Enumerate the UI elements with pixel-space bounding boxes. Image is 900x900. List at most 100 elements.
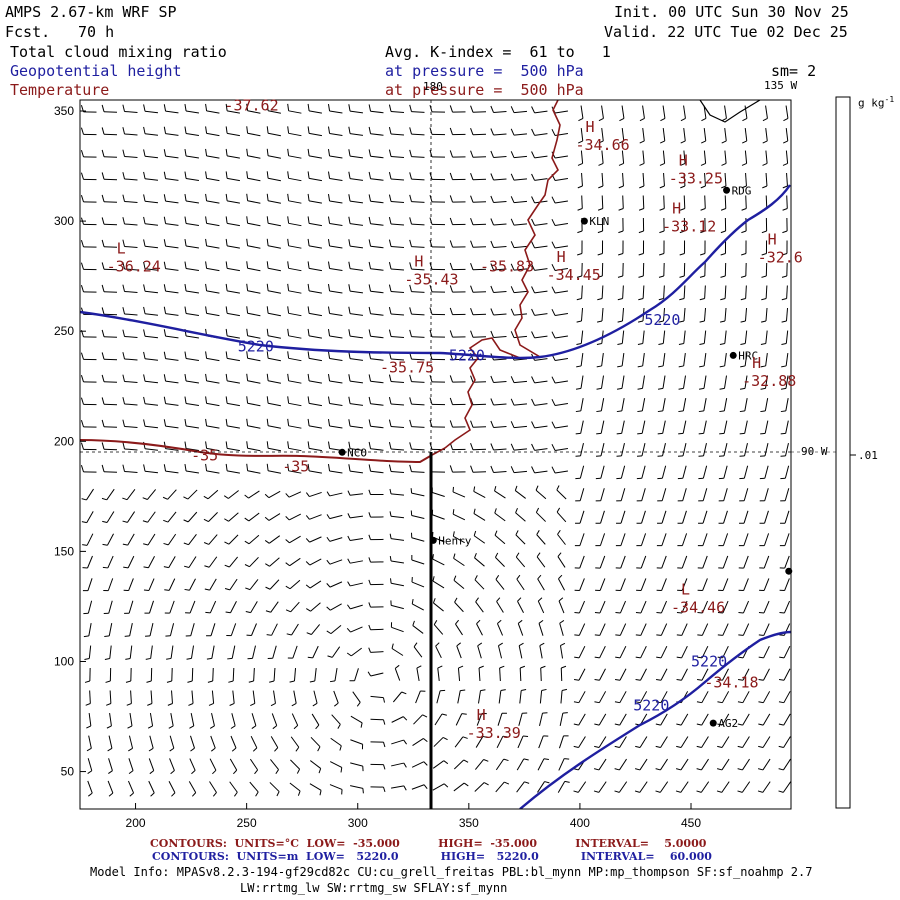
- wind-barb-flag: [84, 657, 90, 661]
- wind-barb-staff: [124, 403, 138, 406]
- wind-barb-flag: [700, 208, 706, 211]
- wind-barb-staff: [620, 555, 626, 569]
- wind-barb-flag: [760, 320, 767, 323]
- wind-barb-flag: [388, 262, 392, 270]
- wind-barb-staff: [370, 133, 384, 136]
- wind-barb-staff: [763, 623, 770, 636]
- wind-barb-staff: [270, 759, 279, 770]
- wind-barb-staff: [329, 245, 343, 249]
- wind-barb-staff: [390, 425, 405, 429]
- temp-value-label: -32.88: [742, 372, 796, 390]
- wind-barb-staff: [231, 713, 236, 726]
- wind-barb-staff: [578, 600, 586, 614]
- wind-barb-flag: [637, 410, 643, 413]
- wind-barb-flag: [515, 530, 519, 536]
- wind-barb-staff: [103, 426, 118, 428]
- wind-barb-staff: [127, 780, 135, 794]
- wind-barb-flag: [106, 725, 112, 729]
- wind-barb-staff: [763, 533, 770, 546]
- wind-barb-flag: [368, 374, 372, 382]
- wind-barb-flag: [246, 171, 249, 179]
- wind-barb-staff: [660, 600, 668, 614]
- wind-barb-staff: [268, 245, 281, 249]
- station-name: RDG: [732, 184, 752, 197]
- wind-barb-staff: [249, 579, 259, 590]
- wind-barb-flag: [84, 680, 90, 683]
- wind-barb-staff: [227, 155, 240, 159]
- wind-barb-staff: [620, 465, 626, 479]
- wind-barb-staff: [288, 425, 302, 429]
- wind-barb-staff: [723, 510, 728, 524]
- wind-barb-flag: [403, 762, 407, 768]
- wind-barb-staff: [703, 150, 707, 164]
- wind-barb-flag: [348, 171, 351, 179]
- wind-barb-staff: [329, 177, 343, 182]
- wind-barb-flag: [246, 328, 249, 336]
- wind-barb-staff: [783, 600, 791, 614]
- wind-barb-flag: [266, 306, 269, 314]
- wind-barb-staff: [411, 784, 425, 790]
- wind-barb-staff: [350, 785, 363, 789]
- wind-barb-flag: [676, 634, 682, 636]
- wind-barb-flag: [327, 261, 331, 269]
- wind-barb-staff: [744, 307, 748, 322]
- wind-barb-flag: [696, 745, 702, 749]
- wind-barb-staff: [701, 691, 709, 703]
- wind-barb-flag: [562, 712, 568, 714]
- wind-barb-staff: [229, 758, 238, 771]
- wind-barb-staff: [515, 534, 526, 545]
- wind-barb-staff: [288, 290, 302, 294]
- wind-barb-staff: [763, 600, 770, 614]
- wind-barb-staff: [472, 403, 487, 406]
- field-geopotential: Geopotential height: [10, 62, 182, 80]
- wind-barb-flag: [494, 486, 497, 492]
- wind-barb-flag: [659, 208, 665, 211]
- wind-barb-staff: [785, 443, 789, 456]
- wind-barb-flag: [675, 790, 681, 793]
- wind-barb-staff: [472, 201, 487, 203]
- height-contour-north: [80, 184, 791, 360]
- wind-barb-staff: [394, 668, 401, 681]
- wind-barb-staff: [703, 352, 707, 367]
- wind-barb-staff: [252, 645, 256, 659]
- wind-barb-staff: [268, 290, 281, 294]
- wind-barb-flag: [184, 126, 187, 134]
- wind-barb-flag: [326, 536, 331, 542]
- wind-barb-staff: [641, 465, 646, 479]
- wind-barb-flag: [551, 398, 556, 406]
- wind-barb-staff: [209, 758, 217, 771]
- wind-barb-staff: [493, 471, 507, 473]
- wind-barb-staff: [269, 579, 280, 590]
- wind-barb-flag: [184, 194, 187, 202]
- y-tick-label: 250: [54, 324, 74, 338]
- wind-barb-flag: [101, 262, 105, 270]
- wind-barb-flag: [251, 725, 257, 729]
- wind-barb-staff: [662, 105, 666, 119]
- wind-barb-staff: [288, 222, 302, 227]
- wind-barb-flag: [741, 230, 747, 234]
- wind-barb-flag: [184, 216, 187, 224]
- wind-barb-flag: [287, 373, 290, 381]
- wind-barb-flag: [205, 126, 208, 134]
- wind-barb-flag: [105, 680, 111, 683]
- wind-barb-flag: [186, 657, 192, 660]
- wind-barb-staff: [124, 290, 138, 294]
- wind-barb-flag: [577, 230, 583, 234]
- wind-barb-staff: [124, 380, 138, 384]
- wind-barb-flag: [680, 140, 686, 144]
- wind-barb-flag: [510, 376, 515, 383]
- wind-barb-staff: [310, 736, 321, 748]
- wind-barb-flag: [388, 397, 392, 405]
- wind-barb-flag: [205, 306, 208, 314]
- wind-barb-staff: [167, 489, 177, 500]
- wind-barb-staff: [207, 489, 219, 500]
- wind-barb-flag: [383, 764, 386, 770]
- wind-barb-staff: [453, 557, 465, 567]
- wind-barb-flag: [305, 561, 311, 566]
- wind-barb-staff: [703, 398, 707, 411]
- wind-barb-staff: [268, 132, 281, 137]
- wind-barb-flag: [225, 463, 228, 471]
- wind-barb-flag: [122, 217, 126, 225]
- wind-barb-staff: [472, 358, 487, 361]
